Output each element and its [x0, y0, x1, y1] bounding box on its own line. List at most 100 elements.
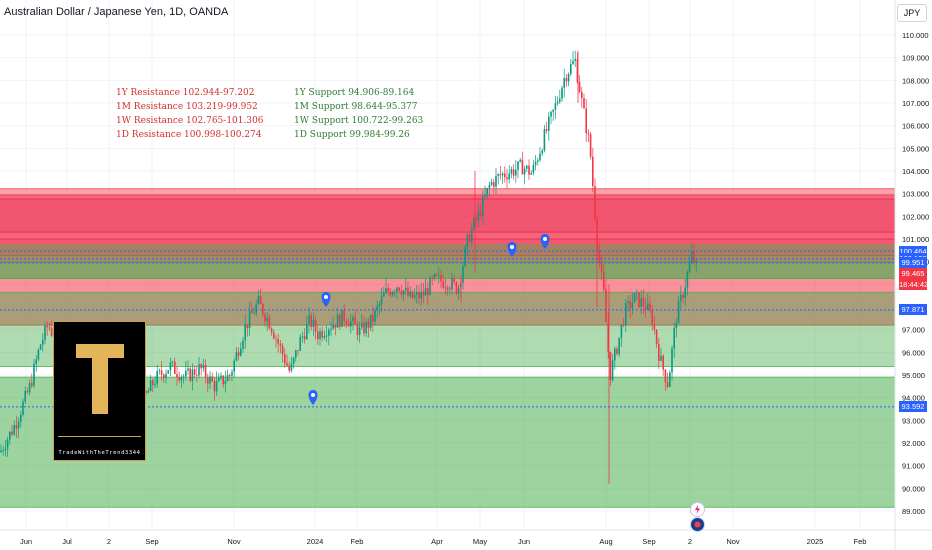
lightning-icon[interactable] — [690, 502, 705, 517]
candle-body — [578, 82, 581, 93]
candle-body — [306, 323, 308, 340]
candle — [178, 371, 180, 384]
candle — [655, 328, 658, 349]
candle — [629, 294, 631, 319]
candle — [11, 424, 13, 437]
candle-body — [618, 337, 620, 355]
candle-body — [262, 304, 264, 315]
candle — [556, 96, 559, 106]
candle-body — [660, 355, 662, 361]
candle — [431, 275, 433, 286]
candle — [519, 157, 521, 163]
candle — [638, 292, 640, 309]
candle-body — [275, 338, 277, 340]
candle — [9, 431, 11, 445]
candle-body — [688, 262, 691, 273]
candle-body — [429, 278, 431, 296]
candle-body — [594, 186, 596, 220]
y-tick-label: 103.000 — [902, 190, 929, 199]
candle-body — [312, 319, 315, 327]
candle-body — [633, 292, 636, 303]
candle-body — [20, 414, 22, 422]
price-tag: 18:44:42 — [899, 279, 929, 291]
candle — [378, 301, 381, 315]
candle-body — [191, 369, 194, 381]
candle-body — [367, 321, 370, 328]
candle-body — [541, 150, 543, 154]
candle-body — [266, 317, 268, 322]
candle — [165, 369, 167, 384]
candle-body — [279, 343, 282, 346]
candle-body — [332, 324, 334, 329]
candle-body — [504, 173, 506, 178]
flag-icon[interactable] — [690, 517, 705, 532]
candle-body — [572, 60, 574, 65]
candle — [332, 316, 334, 330]
candle — [495, 167, 497, 195]
candle-body — [182, 376, 185, 378]
candle — [680, 285, 682, 309]
candle-body — [257, 296, 260, 304]
candle-body — [286, 363, 288, 366]
price-tag: 99.951 — [899, 257, 927, 269]
candle-body — [506, 177, 508, 180]
candle-body — [592, 156, 594, 187]
candle — [314, 316, 317, 340]
candle-body — [499, 174, 502, 176]
candle — [592, 147, 594, 193]
candle-body — [24, 390, 26, 402]
candle — [400, 284, 403, 298]
candle — [328, 327, 330, 346]
candle — [499, 165, 502, 180]
map-pin-icon — [308, 390, 318, 405]
x-tick-label: Sep — [145, 537, 158, 546]
candle — [396, 286, 398, 299]
pin-dot — [543, 237, 547, 241]
candle — [493, 179, 495, 194]
y-tick-label: 95.000 — [902, 371, 925, 380]
candle — [209, 371, 211, 389]
candle-body — [288, 365, 290, 371]
candle — [693, 243, 695, 266]
candle-body — [255, 303, 257, 314]
candle-body — [378, 304, 381, 307]
candle — [259, 288, 262, 305]
candle — [180, 374, 183, 388]
candle-body — [37, 349, 40, 360]
candle-body — [317, 331, 319, 340]
zone-1w-resistance — [0, 198, 895, 233]
candle — [352, 314, 354, 331]
candle-body — [48, 327, 51, 329]
candle — [594, 178, 596, 223]
candle-body — [539, 153, 541, 161]
candle-body — [680, 295, 682, 302]
candle-body — [438, 274, 440, 276]
candle-body — [354, 317, 356, 325]
candle — [598, 241, 601, 269]
candle — [424, 278, 427, 296]
candle-body — [169, 362, 172, 371]
candle — [367, 318, 370, 338]
candle-body — [244, 324, 246, 341]
candle-body — [389, 291, 392, 296]
x-tick-label: Jul — [62, 537, 72, 546]
candle — [147, 387, 150, 393]
candle-body — [213, 381, 216, 392]
candle — [682, 292, 684, 304]
candle — [158, 368, 161, 375]
candle — [20, 410, 22, 428]
candle — [688, 255, 691, 274]
candle — [552, 109, 554, 121]
candle — [191, 363, 194, 391]
candle-body — [46, 325, 48, 328]
currency-button[interactable]: JPY — [897, 4, 927, 22]
candle-body — [583, 98, 585, 109]
candle — [4, 439, 7, 457]
candle — [449, 286, 451, 295]
candle-body — [196, 375, 198, 376]
candle-body — [671, 348, 673, 373]
candle — [196, 365, 198, 382]
candle-body — [413, 294, 416, 298]
